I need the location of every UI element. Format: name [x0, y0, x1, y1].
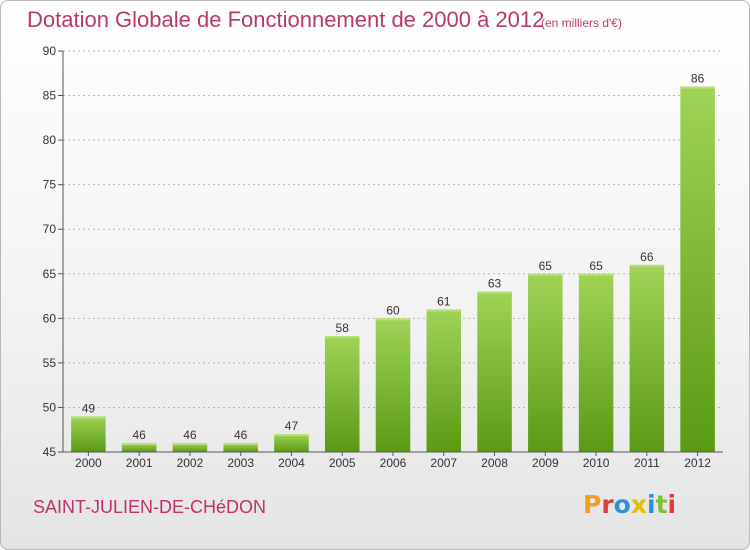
- labels: 45 50 55 60 65 70 75 80 85 90 49 2000 46 2001 46 2002 46…: [43, 44, 712, 470]
- bar-highlight: [71, 416, 106, 419]
- bar-value-label: 46: [234, 428, 248, 442]
- logo-letter: P: [583, 490, 602, 519]
- bar: [578, 273, 614, 452]
- bar-highlight: [375, 318, 411, 321]
- bar: [477, 291, 512, 452]
- bar-value-label: 60: [386, 303, 400, 317]
- y-tick-label: 60: [43, 311, 57, 325]
- x-tick-label: 2009: [532, 456, 559, 470]
- bar: [71, 416, 106, 452]
- bar-value-label: 49: [82, 401, 96, 415]
- logo-letter: t: [655, 490, 668, 519]
- bar-value-label: 58: [336, 321, 350, 335]
- x-tick-label: 2000: [75, 456, 102, 470]
- logo-letter: i: [647, 490, 656, 519]
- bar: [375, 318, 411, 452]
- bar-value-label: 63: [488, 277, 502, 291]
- x-tick-label: 2004: [278, 456, 305, 470]
- bar-highlight: [578, 273, 614, 276]
- axes: [58, 50, 723, 456]
- logo-letter: i: [667, 490, 677, 519]
- bar: [426, 309, 462, 452]
- logo-letter: x: [630, 490, 647, 519]
- chart-title: Dotation Globale de Fonctionnement de 20…: [27, 7, 545, 32]
- y-tick-label: 65: [43, 267, 57, 281]
- bar-value-label: 65: [589, 259, 603, 273]
- bar-value-label: 66: [640, 250, 654, 264]
- x-tick-label: 2011: [634, 456, 660, 470]
- bar-highlight: [121, 443, 157, 446]
- proxiti-logo: Proxiti: [583, 490, 676, 519]
- x-tick-label: 2007: [430, 456, 457, 470]
- bar-highlight: [629, 264, 665, 267]
- bar: [528, 273, 563, 452]
- y-tick-label: 90: [43, 44, 57, 58]
- x-tick-label: 2003: [227, 456, 254, 470]
- y-tick-label: 55: [43, 356, 57, 370]
- y-tick-label: 80: [43, 133, 57, 147]
- bar: [324, 336, 360, 452]
- y-tick-label: 70: [43, 222, 57, 236]
- bar-value-label: 61: [437, 294, 451, 308]
- x-tick-label: 2002: [177, 456, 204, 470]
- bar-value-label: 46: [132, 428, 146, 442]
- bar: [680, 86, 715, 453]
- bar: [629, 264, 665, 452]
- logo-letter: r: [601, 490, 614, 519]
- y-tick-label: 85: [43, 89, 57, 103]
- bar: [274, 434, 309, 452]
- bar-highlight: [528, 273, 563, 276]
- chart-subtitle: (en milliers d'€): [541, 16, 622, 30]
- bar: [172, 443, 208, 452]
- bar-highlight: [477, 291, 512, 294]
- bar-value-label: 47: [285, 419, 299, 433]
- x-tick-label: 2005: [329, 456, 356, 470]
- x-tick-label: 2012: [684, 456, 711, 470]
- bar-value-label: 46: [183, 428, 197, 442]
- y-tick-label: 75: [43, 178, 57, 192]
- x-tick-label: 2006: [380, 456, 407, 470]
- bar-highlight: [223, 443, 258, 446]
- bar-highlight: [172, 443, 208, 446]
- bar-value-label: 65: [539, 259, 553, 273]
- bar-highlight: [426, 309, 462, 312]
- bar-highlight: [324, 336, 360, 339]
- y-tick-label: 50: [43, 400, 57, 414]
- logo-letter: o: [613, 490, 631, 519]
- bar-highlight: [274, 434, 309, 437]
- x-tick-label: 2008: [481, 456, 508, 470]
- bar: [121, 443, 157, 452]
- x-tick-label: 2001: [126, 456, 153, 470]
- x-tick-label: 2010: [583, 456, 610, 470]
- bar-value-label: 86: [691, 72, 705, 86]
- bar-highlight: [680, 86, 715, 89]
- y-tick-label: 45: [43, 445, 57, 459]
- bar: [223, 443, 258, 452]
- bars: [71, 86, 715, 453]
- commune-name: SAINT-JULIEN-DE-CHéDON: [33, 497, 267, 517]
